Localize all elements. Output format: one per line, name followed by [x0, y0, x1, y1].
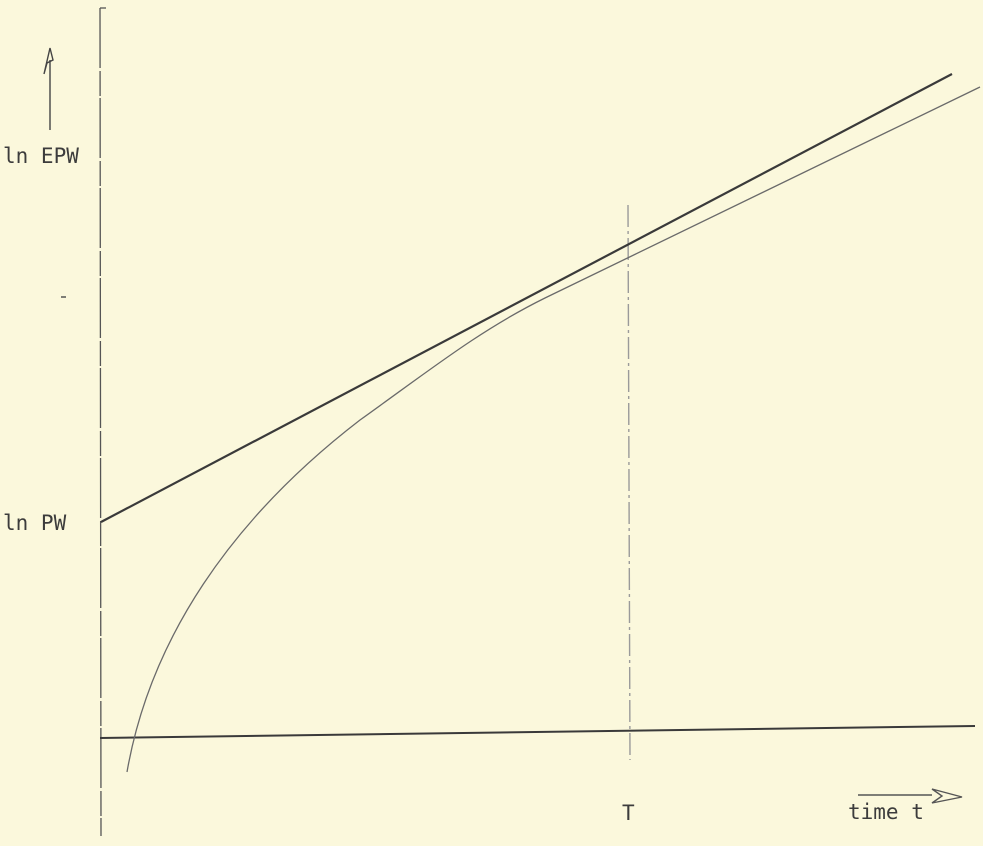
- x-axis-arrow-icon: [858, 788, 963, 804]
- y-axis-arrow-icon: [43, 47, 54, 130]
- y-label-ln-epw: ln EPW: [3, 144, 79, 168]
- t-marker-line: [627, 204, 631, 761]
- y-label-ln-pw: ln PW: [3, 511, 67, 535]
- y-axis: [99, 7, 102, 837]
- x-axis-label: time t: [848, 800, 924, 824]
- pw-tangent-line: [100, 73, 953, 523]
- x-axis: [99, 725, 976, 739]
- epw-curve: [126, 86, 981, 773]
- x-tick-label-t: T: [622, 801, 635, 825]
